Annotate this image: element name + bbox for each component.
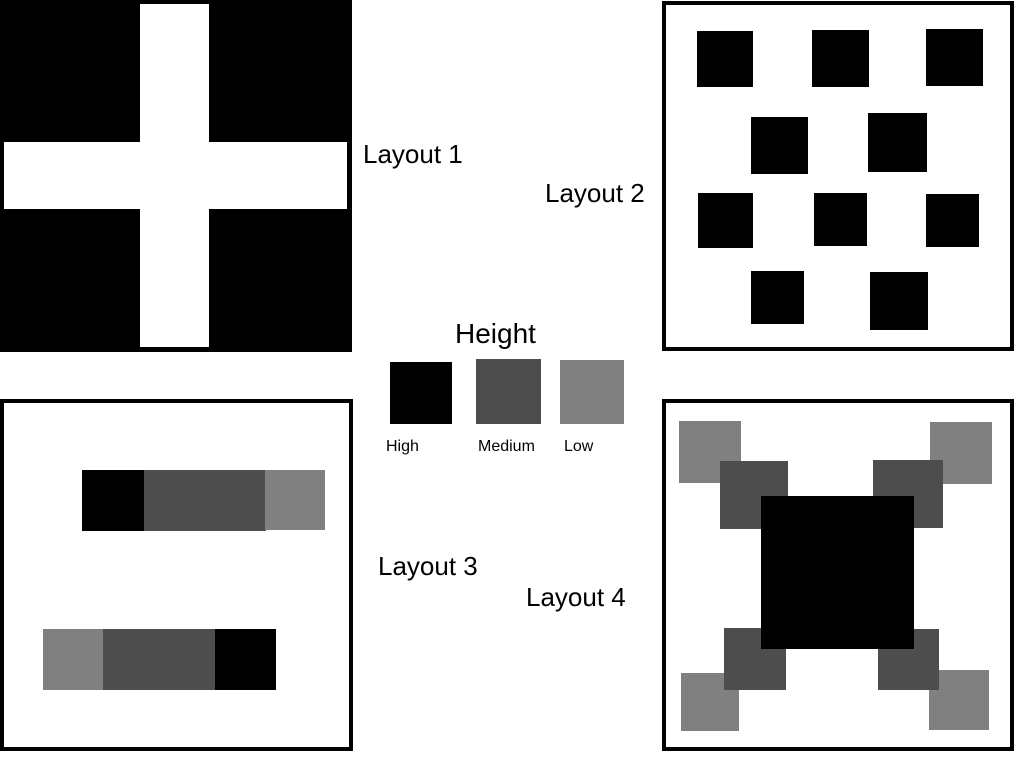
bar-2-segment-medium (103, 629, 216, 690)
layout-4-panel (662, 399, 1014, 751)
legend-label-high: High (386, 438, 419, 455)
block-high (751, 271, 804, 324)
bar-1-segment-low (265, 470, 325, 530)
layout-3-panel (0, 399, 353, 751)
block-high (926, 29, 983, 86)
layout-4-label: Layout 4 (526, 582, 626, 612)
bar-2-segment-high (215, 629, 276, 690)
layout-1-label: Layout 1 (363, 139, 463, 169)
bar-1-segment-high (82, 470, 144, 531)
block-high (814, 193, 867, 246)
block-high (698, 193, 753, 248)
center-high (761, 496, 914, 649)
layout-1-panel (0, 0, 352, 352)
block-high (926, 194, 979, 247)
legend-title: Height (455, 318, 536, 349)
block-high (812, 30, 869, 87)
legend-swatch-high (390, 362, 452, 424)
legend-label-low: Low (564, 438, 594, 455)
bar-1-segment-medium (144, 470, 266, 531)
layout-3-label: Layout 3 (378, 551, 478, 581)
block-high (697, 31, 753, 87)
legend-swatch-medium (476, 359, 541, 424)
bar-2-segment-low (43, 629, 104, 690)
corner-low (929, 670, 989, 730)
layout-2-label: Layout 2 (545, 178, 645, 208)
cross-horizontal-bar (4, 142, 347, 209)
legend-swatch-low (560, 360, 624, 424)
block-high (751, 117, 808, 174)
layout-2-panel (662, 1, 1014, 351)
block-high (870, 272, 928, 330)
block-high (868, 113, 927, 172)
legend-label-medium: Medium (478, 438, 535, 455)
